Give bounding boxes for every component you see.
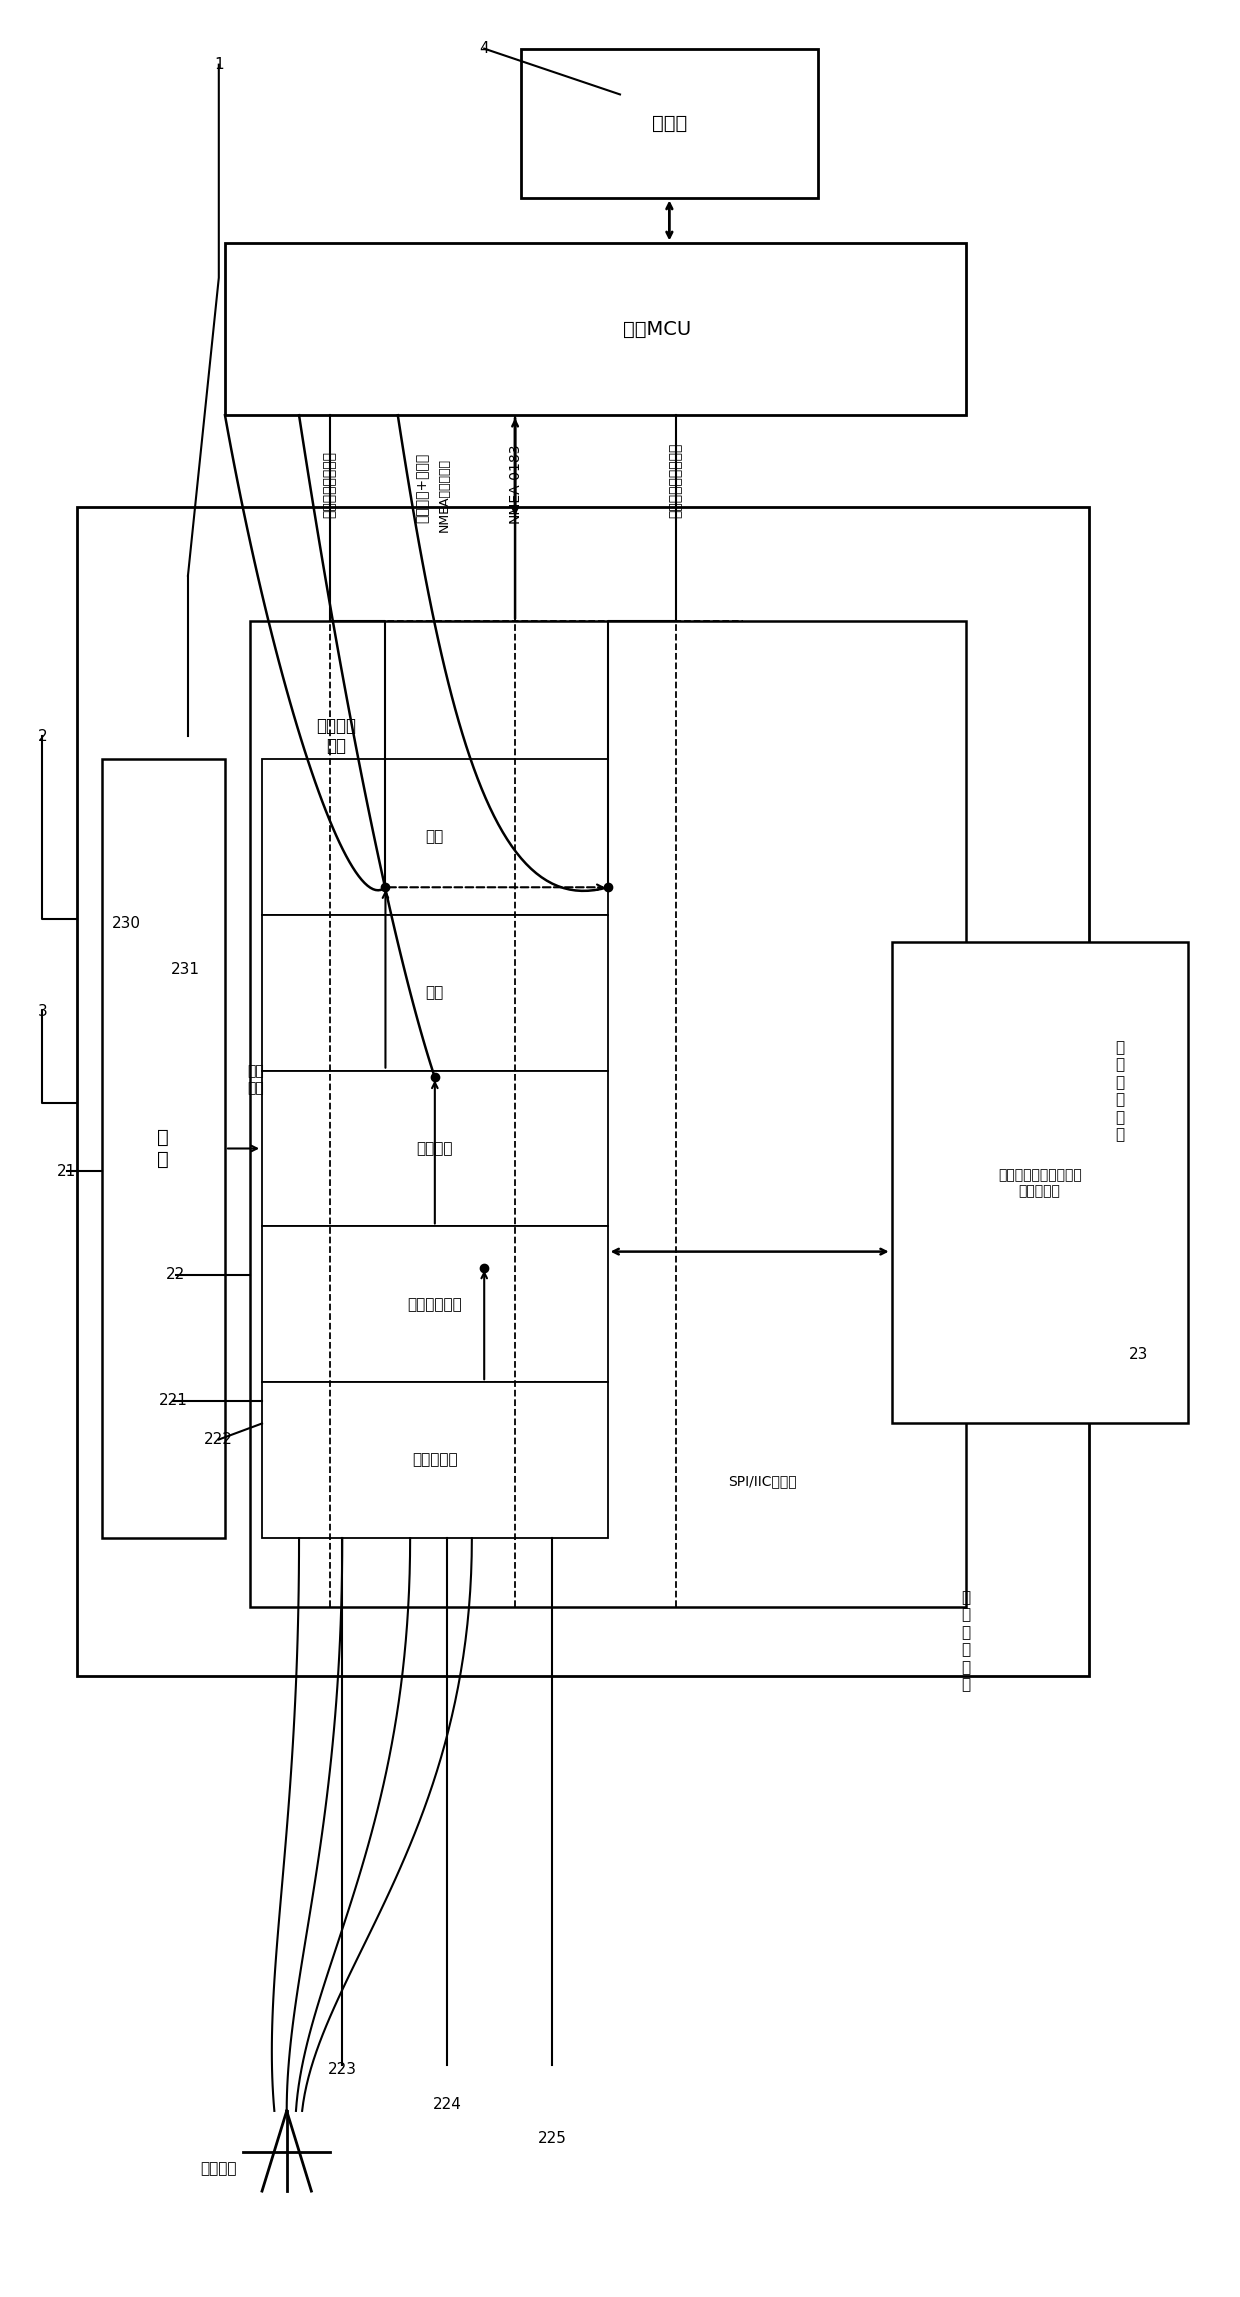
Text: 慢性导航使能信号: 慢性导航使能信号 <box>322 450 337 519</box>
Bar <box>249 622 966 1608</box>
Text: 221: 221 <box>159 1392 187 1408</box>
Text: 导航报文+自定义: 导航报文+自定义 <box>415 453 429 524</box>
Text: 射
频: 射 频 <box>157 1128 169 1169</box>
Text: 4: 4 <box>480 41 489 55</box>
Text: 230: 230 <box>112 917 140 933</box>
Text: 导
航
接
收
模
块: 导 航 接 收 模 块 <box>961 1590 970 1693</box>
Bar <box>224 243 966 416</box>
Bar <box>262 1383 608 1539</box>
Text: 跟踪: 跟踪 <box>425 985 444 999</box>
Bar <box>262 758 608 914</box>
Bar <box>521 48 817 198</box>
Text: 导
航
接
收
模
块: 导 航 接 收 模 块 <box>1116 1041 1125 1142</box>
Bar <box>892 942 1188 1424</box>
Text: 224: 224 <box>433 2097 461 2111</box>
Text: 慢性导航推算: 慢性导航推算 <box>408 1298 463 1312</box>
Text: 22: 22 <box>166 1268 185 1282</box>
Text: 客户端: 客户端 <box>652 113 687 133</box>
Text: 传感器数据: 传感器数据 <box>412 1452 458 1468</box>
Text: 定位解算: 定位解算 <box>417 1142 453 1155</box>
Bar <box>262 1070 608 1227</box>
Text: 用户MCU: 用户MCU <box>622 319 691 340</box>
Text: 222: 222 <box>205 1431 233 1447</box>
Text: 基带处理
单元: 基带处理 单元 <box>316 717 356 756</box>
Text: 23: 23 <box>1128 1348 1148 1362</box>
Bar <box>77 508 1089 1675</box>
Text: 捕获: 捕获 <box>425 829 444 845</box>
Text: 速度、加速度、方向等
传感器单元: 速度、加速度、方向等 传感器单元 <box>998 1167 1081 1199</box>
Text: 2: 2 <box>37 728 47 744</box>
Text: 231: 231 <box>171 962 200 976</box>
Bar <box>102 758 224 1539</box>
Bar <box>262 914 608 1070</box>
Text: NMEA-0183: NMEA-0183 <box>508 443 522 524</box>
Text: 3: 3 <box>37 1004 47 1018</box>
Text: 21: 21 <box>57 1165 77 1178</box>
Text: 传感器数据使能信号: 传感器数据使能信号 <box>668 443 682 519</box>
Text: 中频
信号: 中频 信号 <box>248 1064 264 1096</box>
Text: SPI/IIC等接口: SPI/IIC等接口 <box>728 1475 796 1488</box>
Text: NMEA传感器信息: NMEA传感器信息 <box>438 457 451 533</box>
Text: 天线输入: 天线输入 <box>201 2161 237 2175</box>
Bar <box>262 1227 608 1383</box>
Text: 225: 225 <box>538 2132 567 2145</box>
Text: 223: 223 <box>327 2063 357 2076</box>
Text: 1: 1 <box>215 57 223 71</box>
